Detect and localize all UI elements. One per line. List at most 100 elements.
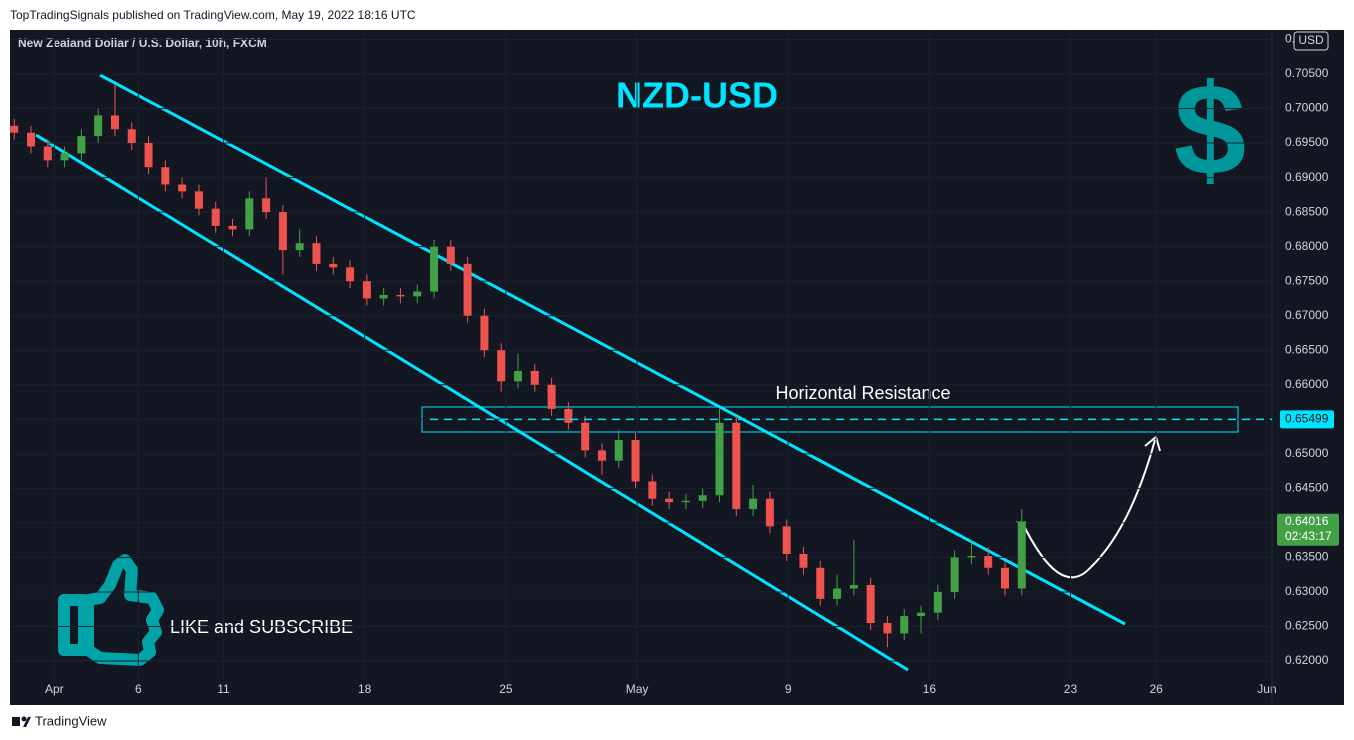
y-tick-label: 0.63000 <box>1285 584 1329 598</box>
candle-body <box>648 481 657 499</box>
candle-body <box>765 498 774 527</box>
y-tick-label: 0.66500 <box>1285 342 1329 356</box>
candle-body <box>799 553 808 568</box>
candle-body <box>547 384 556 409</box>
candle-body <box>866 585 875 624</box>
candle-body <box>463 263 472 316</box>
y-tick-label: 0.63500 <box>1285 550 1329 564</box>
x-tick-label: Apr <box>45 682 64 696</box>
candle-body <box>581 422 590 451</box>
candle-body <box>228 225 237 230</box>
candle-body <box>60 153 69 161</box>
candle-body <box>1000 567 1009 589</box>
x-tick-label: 26 <box>1149 682 1163 696</box>
candle-body <box>933 591 942 613</box>
channel-lower <box>35 133 909 672</box>
candle-body <box>883 623 892 634</box>
candle-body <box>194 191 203 209</box>
last-price-box <box>1277 513 1339 546</box>
candle-body <box>749 498 758 510</box>
x-tick-label: 9 <box>785 682 792 696</box>
candle-body <box>295 243 304 251</box>
x-tick-label: May <box>626 682 649 696</box>
y-tick-label: 0.65000 <box>1285 446 1329 460</box>
y-tick-label: 0.70000 <box>1285 101 1329 115</box>
currency-label: USD <box>1298 33 1324 47</box>
candle-body <box>161 167 170 185</box>
footer-brand: TradingView <box>35 713 107 728</box>
candle-body <box>833 588 842 599</box>
x-tick-label: 16 <box>923 682 937 696</box>
candle-body <box>917 612 926 617</box>
candle-body <box>614 440 623 461</box>
x-tick-label: 25 <box>499 682 513 696</box>
dollar-icon: $ <box>1174 56 1246 202</box>
candle-body <box>379 294 388 299</box>
y-tick-label: 0.62000 <box>1285 653 1329 667</box>
chart-background <box>10 30 1344 705</box>
candle-body <box>849 585 858 589</box>
logo-dot <box>21 716 27 722</box>
candle-body <box>984 556 993 568</box>
channel-upper <box>99 73 1126 626</box>
candle-body <box>178 184 187 192</box>
candle-body <box>513 370 522 382</box>
plot: 0.620000.625000.630000.635000.640000.645… <box>10 30 1339 705</box>
y-tick-label: 0.70500 <box>1285 66 1329 80</box>
projection-arrow <box>1021 439 1156 579</box>
candle-body <box>732 422 741 510</box>
resistance-price-label: 0.65499 <box>1285 412 1329 426</box>
thumbs-up-icon <box>58 554 164 666</box>
candle-body <box>816 567 825 599</box>
publish-info: TopTradingSignals published on TradingVi… <box>10 8 416 22</box>
candle-body <box>497 350 506 382</box>
x-tick-label: 18 <box>358 682 372 696</box>
candle-body <box>278 212 287 251</box>
resistance-price-box <box>1280 410 1334 429</box>
candle-body <box>698 495 707 501</box>
candle-body <box>1017 521 1026 589</box>
candle-body <box>950 557 959 592</box>
candle-body <box>312 243 321 264</box>
candle-body <box>564 408 573 423</box>
y-tick-label: 0.62500 <box>1285 619 1329 633</box>
bar-countdown: 02:43:17 <box>1285 529 1332 543</box>
candle-body <box>396 294 405 297</box>
candle-body <box>430 246 439 292</box>
x-tick-label: Jun <box>1257 682 1276 696</box>
candle-body <box>110 115 119 130</box>
y-tick-label: 0.64500 <box>1285 481 1329 495</box>
chart-title: NZD-USD <box>616 75 778 116</box>
candle-body <box>144 143 153 168</box>
candle-body <box>26 132 35 147</box>
candle-body <box>362 281 371 299</box>
y-tick-label: 0.66000 <box>1285 377 1329 391</box>
candle-body <box>211 208 220 226</box>
candle-body <box>413 291 422 297</box>
candle-body <box>43 146 52 161</box>
symbol-info: New Zealand Dollar / U.S. Dollar, 10h, F… <box>18 36 267 50</box>
x-tick-label: 23 <box>1064 682 1078 696</box>
candle-body <box>681 500 690 503</box>
candle-body <box>94 115 103 137</box>
candle-body <box>77 136 86 154</box>
candle-body <box>631 440 640 482</box>
y-tick-label: 0.69500 <box>1285 135 1329 149</box>
candle-body <box>967 556 976 558</box>
candle-body <box>715 422 724 496</box>
candle-body <box>329 263 338 268</box>
logo-slash <box>23 717 31 727</box>
y-tick-label: 0.68500 <box>1285 204 1329 218</box>
y-tick-label: 0.69000 <box>1285 170 1329 184</box>
candle-body <box>665 498 674 503</box>
candle-body <box>446 246 455 264</box>
y-tick-label: 0.67500 <box>1285 273 1329 287</box>
y-tick-label: 0.68000 <box>1285 239 1329 253</box>
tradingview-logo <box>12 716 31 727</box>
resistance-annotation: Horizontal Resistance <box>775 383 950 403</box>
candle-body <box>10 125 19 133</box>
candle-body <box>346 267 355 282</box>
candle-body <box>782 526 791 554</box>
thumb-hand <box>82 554 164 666</box>
